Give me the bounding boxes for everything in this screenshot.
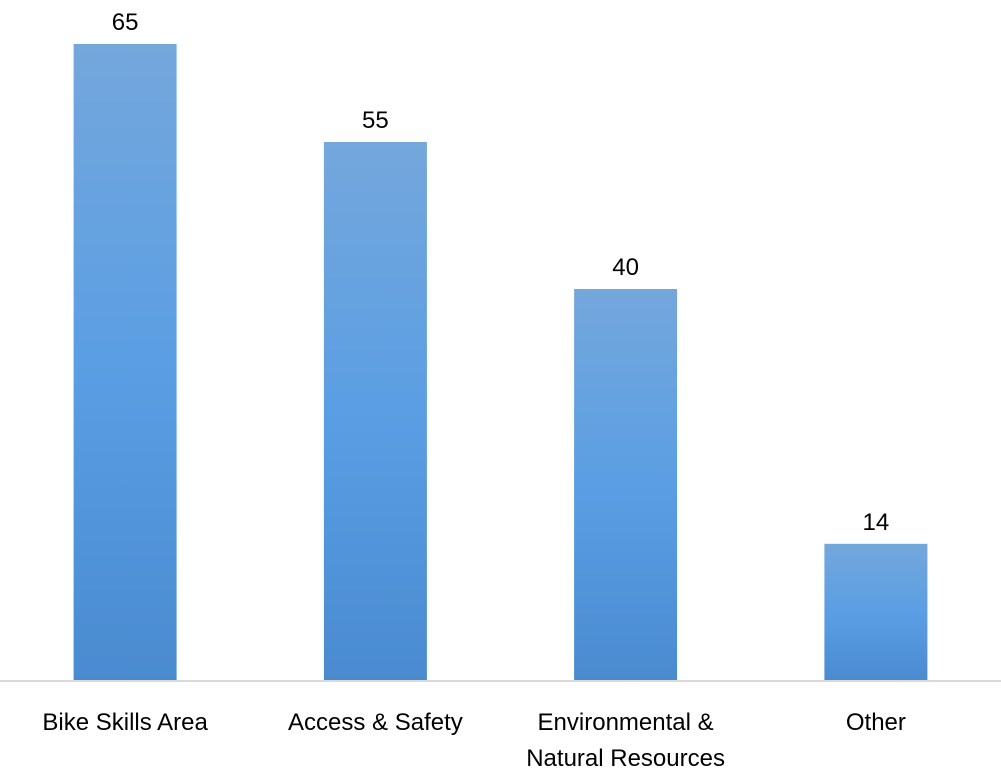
bar-0 <box>73 44 177 681</box>
category-label-0: Bike Skills Area <box>42 709 208 736</box>
category-label-2-line-1: Natural Resources <box>526 745 725 772</box>
data-label-0: 65 <box>112 9 139 36</box>
bar-1 <box>323 142 427 681</box>
bars-group <box>73 44 928 681</box>
bar-2 <box>574 289 678 681</box>
value-labels-group: 65 55 40 14 <box>112 9 890 536</box>
bar-3 <box>824 543 928 681</box>
category-label-1: Access & Safety <box>288 709 463 736</box>
data-label-1: 55 <box>362 107 389 134</box>
category-label-3: Other <box>846 709 906 736</box>
category-label-2-line-0: Environmental & <box>538 709 714 736</box>
data-label-2: 40 <box>612 254 639 281</box>
data-label-3: 14 <box>863 509 890 536</box>
category-labels-group: Bike Skills Area Access & Safety Environme… <box>42 709 906 772</box>
